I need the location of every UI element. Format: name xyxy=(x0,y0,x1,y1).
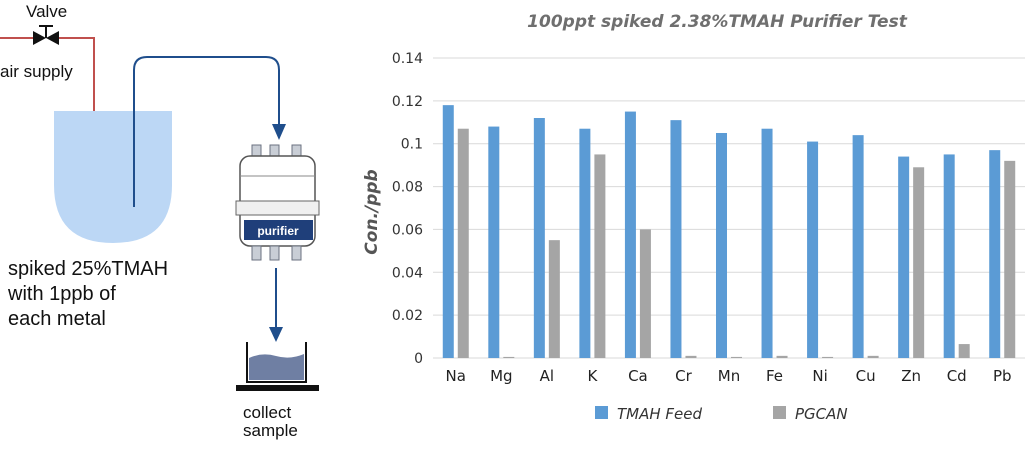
x-tick-label: Ca xyxy=(628,367,648,385)
purifier-icon xyxy=(235,144,320,261)
bar-tmah-feed-cd xyxy=(943,154,955,358)
x-tick-label: Mg xyxy=(490,367,512,385)
x-tick-label: Fe xyxy=(766,367,783,385)
y-tick-label: 0.02 xyxy=(392,308,423,324)
bar-pgcan-k xyxy=(594,154,606,358)
y-axis-label: Con./ppb xyxy=(362,169,382,254)
x-tick-layer: Na Mg Al K Ca Cr Mn Fe Ni Cu Zn Cd Pb xyxy=(446,367,1012,385)
tank-label: spiked 25%TMAH with 1ppb of each metal xyxy=(8,258,169,330)
legend: TMAH Feed PGCAN xyxy=(595,405,848,423)
bar-layer xyxy=(442,105,1016,359)
x-tick-label: Mn xyxy=(718,367,740,385)
bar-tmah-feed-pb xyxy=(989,150,1001,358)
bar-tmah-feed-na xyxy=(442,105,454,359)
bar-tmah-feed-cu xyxy=(852,135,864,358)
valve-label: Valve xyxy=(26,2,68,21)
x-tick-label: Pb xyxy=(993,367,1012,385)
bar-pgcan-na xyxy=(457,128,469,358)
x-tick-label: Cu xyxy=(856,367,876,385)
chart-title: 100ppt spiked 2.38%TMAH Purifier Test xyxy=(527,12,908,32)
bar-pgcan-zn xyxy=(913,167,925,358)
bar-pgcan-cd xyxy=(958,344,970,358)
bar-pgcan-al xyxy=(548,240,560,358)
process-diagram-graphic: purifier xyxy=(0,25,320,391)
y-tick-label: 0.1 xyxy=(401,137,423,153)
x-tick-label: Na xyxy=(446,367,466,385)
bar-pgcan-cu xyxy=(867,355,879,358)
process-diagram: purifier Valve air supply spiked 25%TMAH… xyxy=(0,0,360,446)
bar-tmah-feed-mn xyxy=(716,133,727,358)
collect-sample-label: collect sample xyxy=(243,403,298,440)
grid-layer: 0 0.02 0.04 0.06 0.08 0.1 0.12 0.14 xyxy=(392,51,1025,367)
bar-pgcan-mg xyxy=(503,356,515,358)
y-tick-label: 0.04 xyxy=(392,265,423,281)
flow-line xyxy=(133,56,280,207)
beaker-icon xyxy=(236,342,319,391)
air-supply-label: air supply xyxy=(0,62,73,81)
x-tick-label: Al xyxy=(540,367,554,385)
legend-label: PGCAN xyxy=(795,405,848,423)
legend-swatch xyxy=(773,406,786,419)
bar-pgcan-mn xyxy=(731,356,742,358)
bar-pgcan-cr xyxy=(685,355,697,358)
legend-label: TMAH Feed xyxy=(617,405,702,423)
bar-pgcan-pb xyxy=(1004,160,1016,358)
purifier-label: purifier xyxy=(257,224,299,238)
arrow-down-icon xyxy=(272,124,286,140)
y-tick-label: 0 xyxy=(414,351,423,367)
tank-icon xyxy=(54,111,172,243)
bar-pgcan-ni xyxy=(822,356,834,358)
x-tick-label: Cr xyxy=(675,367,692,385)
y-tick-label: 0.12 xyxy=(392,94,423,110)
bar-tmah-feed-ni xyxy=(807,141,819,358)
y-tick-label: 0.08 xyxy=(392,180,423,196)
valve-icon xyxy=(33,25,59,45)
bar-tmah-feed-k xyxy=(579,128,591,358)
x-tick-label: Zn xyxy=(901,367,921,385)
bar-pgcan-ca xyxy=(639,229,651,358)
bar-tmah-feed-fe xyxy=(761,128,773,358)
bar-tmah-feed-mg xyxy=(488,126,500,358)
x-tick-label: Cd xyxy=(947,367,967,385)
bar-tmah-feed-cr xyxy=(670,120,682,359)
bar-tmah-feed-ca xyxy=(624,111,636,358)
arrow-down-icon-2 xyxy=(269,327,283,342)
bar-tmah-feed-zn xyxy=(898,156,910,358)
air-supply-pipe xyxy=(0,37,95,124)
x-tick-label: K xyxy=(587,367,598,385)
bar-tmah-feed-al xyxy=(533,118,545,358)
x-tick-label: Ni xyxy=(812,367,827,385)
bar-chart: 100ppt spiked 2.38%TMAH Purifier Test 00… xyxy=(362,12,1025,423)
y-tick-label: 0.14 xyxy=(392,51,423,67)
legend-swatch xyxy=(595,406,608,419)
bar-pgcan-fe xyxy=(776,355,788,358)
y-tick-label: 0.06 xyxy=(392,222,423,238)
